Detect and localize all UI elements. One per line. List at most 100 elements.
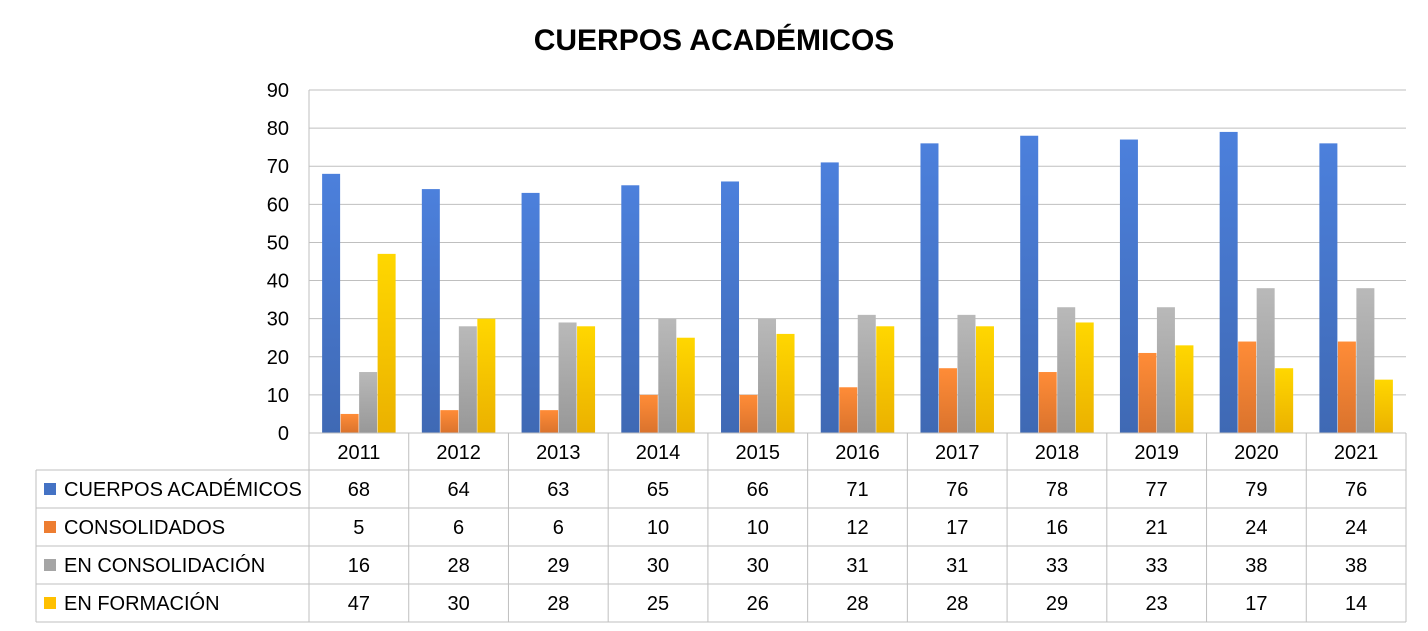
data-label: 16 [1046, 517, 1068, 539]
bar [1156, 307, 1175, 433]
bar [577, 326, 596, 433]
data-label: 76 [1345, 479, 1367, 501]
bar [440, 410, 459, 433]
bar [1238, 341, 1257, 433]
data-label: 28 [946, 593, 968, 615]
data-label: 76 [946, 479, 968, 501]
bar [1219, 131, 1238, 433]
legend-label: EN CONSOLIDACIÓN [64, 554, 265, 577]
bar [1038, 372, 1057, 433]
bar [1057, 307, 1076, 433]
x-tick-label: 2011 [337, 442, 380, 464]
legend-label: CONSOLIDADOS [64, 517, 225, 539]
y-tick-label: 30 [267, 309, 289, 331]
y-tick-label: 50 [267, 232, 289, 254]
legend-swatch [44, 521, 56, 533]
data-label: 21 [1146, 517, 1168, 539]
legend-label: EN FORMACIÓN [64, 592, 220, 615]
data-label: 68 [348, 479, 370, 501]
data-label: 31 [846, 555, 868, 577]
bar [957, 314, 976, 433]
chart-title: CUERPOS ACADÉMICOS [534, 23, 895, 57]
y-tick-label: 0 [278, 423, 289, 445]
x-tick-label: 2017 [935, 442, 980, 464]
bar [758, 318, 777, 433]
data-table: 2011 2012 2013 2014 2015 2016 2017 2018 2019 2020… [35, 432, 1407, 623]
y-tick-label: 80 [267, 118, 289, 140]
y-tick-label: 70 [267, 156, 289, 178]
bar [558, 322, 577, 433]
x-tick-label: 2021 [1334, 442, 1379, 464]
data-label: 65 [647, 479, 669, 501]
data-label: 71 [846, 479, 868, 501]
data-label: 23 [1146, 593, 1168, 615]
data-label: 25 [647, 593, 669, 615]
data-label: 17 [1245, 593, 1267, 615]
bar [340, 413, 359, 433]
bar [975, 326, 994, 433]
data-label: 38 [1245, 555, 1267, 577]
y-tick-label: 90 [267, 80, 289, 102]
bar [920, 143, 939, 433]
data-label: 17 [946, 517, 968, 539]
bar [377, 253, 396, 433]
x-tick-label: 2015 [736, 442, 781, 464]
data-label: 30 [747, 555, 769, 577]
data-label: 38 [1345, 555, 1367, 577]
bar [621, 185, 640, 433]
data-label: 33 [1146, 555, 1168, 577]
y-tick-label: 20 [267, 347, 289, 369]
bar [776, 333, 795, 433]
data-label: 26 [747, 593, 769, 615]
bar [540, 410, 559, 433]
data-label: 29 [1046, 593, 1068, 615]
bar [1275, 368, 1294, 433]
data-label: 33 [1046, 555, 1068, 577]
bar [1020, 135, 1039, 433]
bar [1175, 345, 1194, 433]
bar [1374, 379, 1393, 433]
x-tick-label: 2012 [436, 442, 481, 464]
bar [1075, 322, 1094, 433]
data-label: 14 [1345, 593, 1367, 615]
data-label: 6 [453, 517, 464, 539]
data-label: 16 [348, 555, 370, 577]
data-label: 30 [647, 555, 669, 577]
bar [359, 372, 378, 433]
bar [857, 314, 876, 433]
bar [322, 173, 341, 433]
data-label: 24 [1245, 517, 1267, 539]
bar [639, 394, 658, 433]
bar [421, 189, 440, 433]
data-label: 10 [747, 517, 769, 539]
bar [1256, 288, 1275, 433]
bar [1119, 139, 1138, 434]
data-label: 47 [348, 593, 370, 615]
bar [1319, 143, 1338, 433]
data-label: 29 [547, 555, 569, 577]
y-axis-ticks: 0 10 20 30 40 50 60 70 80 90 [267, 80, 289, 445]
legend-swatch [44, 483, 56, 495]
data-label: 30 [447, 593, 469, 615]
bar [521, 192, 540, 433]
x-tick-label: 2016 [835, 442, 880, 464]
data-label: 28 [846, 593, 868, 615]
bar [876, 326, 895, 433]
bar [1138, 352, 1157, 433]
data-label: 24 [1345, 517, 1367, 539]
data-label: 28 [547, 593, 569, 615]
x-tick-label: 2018 [1035, 442, 1080, 464]
x-tick-label: 2014 [636, 442, 681, 464]
y-tick-label: 60 [267, 194, 289, 216]
bars [322, 131, 1393, 434]
data-label: 6 [553, 517, 564, 539]
bar [658, 318, 677, 433]
data-label: 77 [1146, 479, 1168, 501]
y-tick-label: 10 [267, 385, 289, 407]
legend-swatch [44, 559, 56, 571]
x-tick-label: 2020 [1234, 442, 1279, 464]
bar [1356, 288, 1375, 433]
data-label: 64 [447, 479, 469, 501]
data-label: 28 [447, 555, 469, 577]
bar [739, 394, 758, 433]
